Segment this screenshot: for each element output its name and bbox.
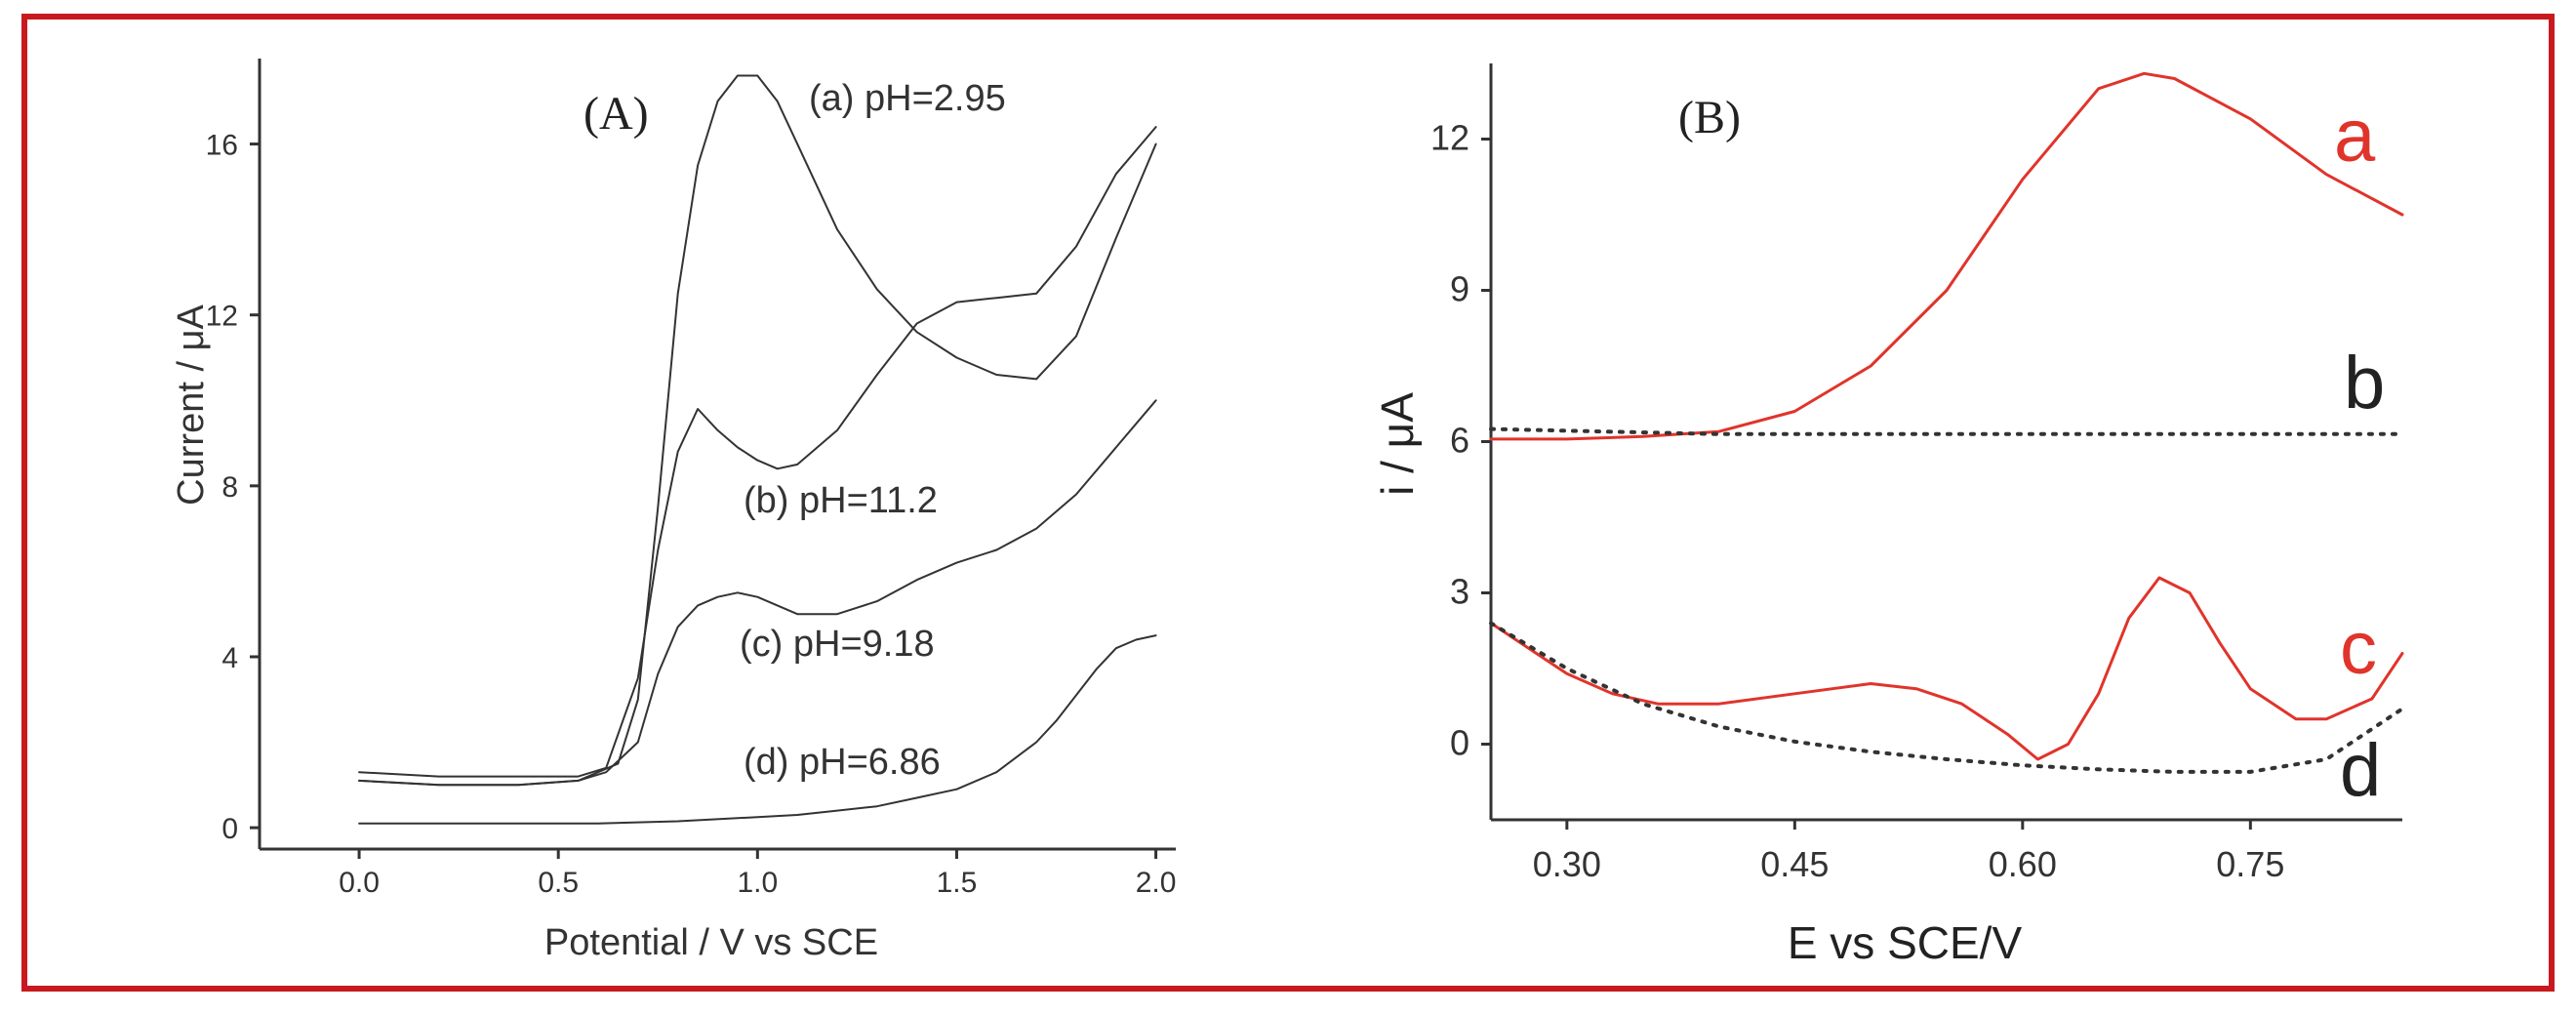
panel-a-series-line-1 — [358, 74, 1157, 787]
panel-b-x-tick-label: 0.75 — [2216, 844, 2284, 884]
panel-a-annotation-b: (b) pH=11.2 — [744, 480, 938, 521]
panel-b-y-label: i / μA — [1372, 392, 1423, 496]
panel-a-x-tick-label: 0.0 — [339, 867, 380, 899]
panel-a-label: (A) — [584, 88, 649, 140]
panel-a-series-line-3 — [358, 399, 1157, 787]
panel-a-y-tick-label: 16 — [206, 130, 238, 162]
panel-b-x-label: E vs SCE/V — [1788, 917, 2023, 968]
panel-a-y-tick-label: 8 — [221, 471, 238, 504]
panel-a-y-tick-label: 12 — [206, 301, 238, 333]
panel-a-x-label: Potential / V vs SCE — [544, 922, 878, 963]
panel-b-series-line-4 — [1489, 621, 2404, 774]
panel-a-y-tick-label: 4 — [221, 642, 238, 674]
panel-a-annotation-d: (d) pH=6.86 — [744, 742, 941, 783]
panel-a-series-line-2 — [358, 126, 1157, 778]
panel-a-annotation-a: (a) pH=2.95 — [809, 78, 1006, 119]
panel-b-letter-a: a — [2334, 95, 2376, 178]
panel-a-series-line-4 — [358, 634, 1157, 825]
panel-b-series-line-2 — [1489, 426, 2404, 436]
panel-b-letter-c: c — [2340, 607, 2377, 690]
panel-b-letter-d: d — [2340, 729, 2381, 812]
panel-b-x-tick-label: 0.45 — [1760, 844, 1829, 884]
panel-a-annotation-c: (c) pH=9.18 — [740, 624, 935, 665]
panel-b-y-tick-label: 9 — [1450, 269, 1469, 309]
panel-b-series-line-1 — [1489, 71, 2404, 441]
panel-b-y-tick-label: 0 — [1450, 723, 1469, 763]
panel-a-x-tick-label: 1.5 — [937, 867, 978, 899]
panel-b-y-tick-label: 3 — [1450, 572, 1469, 612]
panel-b-y-tick-label: 12 — [1430, 118, 1469, 158]
panel-a-y-label: Current / μA — [171, 304, 212, 506]
panel-b-letter-b: b — [2344, 342, 2385, 425]
panel-b-x-tick-label: 0.30 — [1533, 844, 1601, 884]
figure-frame — [21, 14, 2555, 992]
panel-a-x-tick-label: 1.0 — [737, 867, 778, 899]
panel-a-x-tick-label: 2.0 — [1136, 867, 1177, 899]
panel-b-label: (B) — [1678, 92, 1741, 143]
panel-b-x-tick-label: 0.60 — [1989, 844, 2057, 884]
panel-b-y-tick-label: 6 — [1450, 421, 1469, 461]
panel-b-series-line-3 — [1489, 576, 2404, 761]
panel-a-x-tick-label: 0.5 — [538, 867, 579, 899]
panel-a-y-tick-label: 0 — [221, 813, 238, 845]
panel-b: 0.30 0.45 0.60 0.75 0 3 6 9 12 (B) a b c d E vs… — [1372, 63, 2404, 968]
